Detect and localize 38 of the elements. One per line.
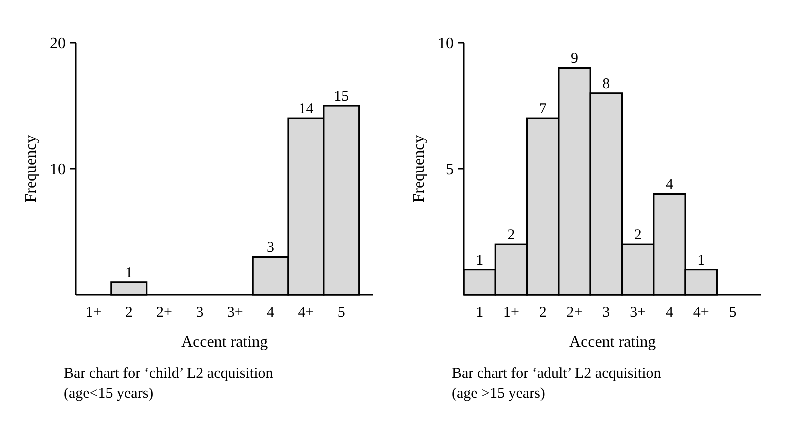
y-tick-label: 10 xyxy=(50,162,66,179)
x-tick-label: 5 xyxy=(728,305,736,321)
x-tick-label: 3+ xyxy=(630,305,646,321)
y-axis-title: Frequency xyxy=(23,135,40,203)
x-tick-label: 3 xyxy=(196,305,204,321)
x-tick-label: 1+ xyxy=(502,305,519,321)
x-tick-label: 5 xyxy=(338,305,346,321)
x-axis-title: Accent rating xyxy=(181,334,268,351)
x-tick-label: 3+ xyxy=(227,305,244,321)
data-label: 4 xyxy=(665,177,674,194)
data-label: 3 xyxy=(267,240,275,256)
x-tick-label: 1 xyxy=(476,305,484,321)
text: Bar chart for ‘adult’ L2 acquisition (age >15 years) xyxy=(452,366,662,402)
data-label: 1 xyxy=(476,252,484,269)
x-tick-label: 4+ xyxy=(298,305,314,321)
data-label: 1 xyxy=(697,252,705,269)
x-tick-label: 2+ xyxy=(566,305,582,321)
x-tick-label: 4+ xyxy=(692,305,709,321)
data-label: 9 xyxy=(570,51,578,68)
data-label: 2 xyxy=(634,228,642,244)
data-label: 2 xyxy=(507,228,515,244)
x-tick-label: 3 xyxy=(602,305,610,321)
data-label: 14 xyxy=(298,102,314,118)
x-axis-title: Accent rating xyxy=(568,334,656,351)
x-tick-label: 1+ xyxy=(86,305,102,321)
text: Bar chart for ‘child’ L2 acquisition (age<15 years) xyxy=(64,366,274,402)
data-label: 1 xyxy=(125,265,133,282)
x-tick-label: 2+ xyxy=(156,305,173,321)
data-label: 8 xyxy=(602,76,610,92)
x-tick-label: 2 xyxy=(125,305,133,321)
y-tick-label: 10 xyxy=(438,36,454,53)
x-tick-label: 4 xyxy=(267,305,276,321)
data-label: 15 xyxy=(334,89,350,105)
x-tick-label: 4 xyxy=(665,305,674,321)
y-tick-label: 20 xyxy=(50,36,66,53)
y-axis-title: Frequency xyxy=(410,135,428,203)
data-label: 7 xyxy=(538,102,547,118)
x-tick-label: 2 xyxy=(538,305,546,321)
